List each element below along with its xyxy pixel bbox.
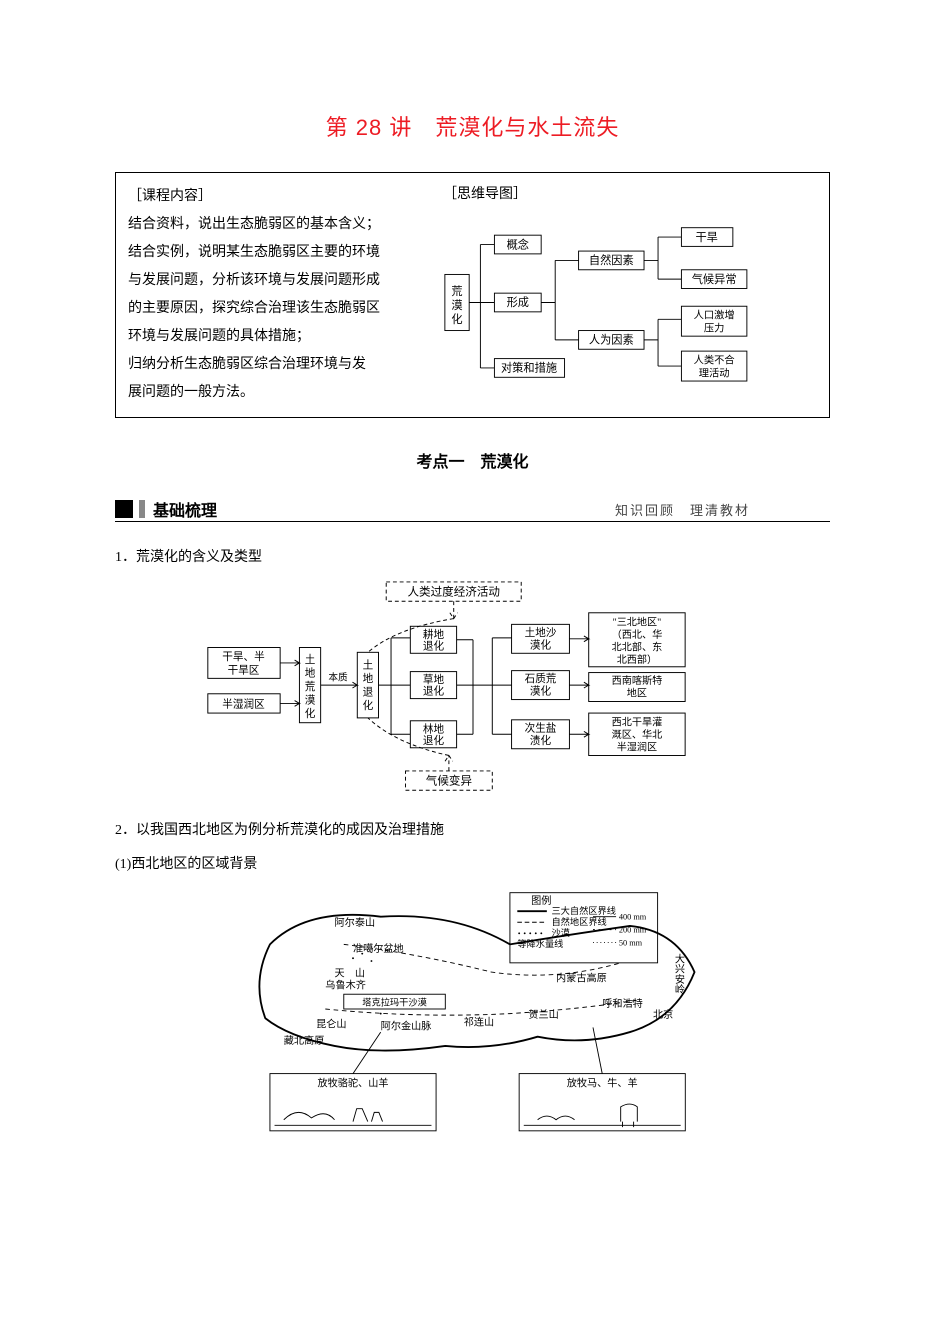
svg-text:自然地区界线: 自然地区界线 — [551, 916, 606, 927]
svg-text:人口激增: 人口激增 — [694, 308, 735, 321]
svg-text:祁连山: 祁连山 — [463, 1016, 493, 1029]
svg-text:概念: 概念 — [507, 237, 529, 251]
svg-text:地: 地 — [362, 672, 373, 685]
base-header: 基础梳理 知识回顾 理清教材 — [115, 497, 830, 522]
svg-text:呼和浩特: 呼和浩特 — [602, 998, 643, 1010]
svg-text:内蒙古高原: 内蒙古高原 — [556, 971, 607, 984]
svg-text:"三北地区": "三北地区" — [612, 615, 661, 628]
svg-text:阿尔金山脉: 阿尔金山脉 — [380, 1019, 431, 1032]
heading-2a: (1)西北地区的区域背景 — [115, 851, 830, 879]
svg-text:自然因素: 自然因素 — [589, 253, 634, 267]
base-sub: 知识回顾 理清教材 — [615, 500, 830, 519]
svg-text:人为因素: 人为因素 — [589, 334, 634, 347]
svg-text:本质: 本质 — [328, 671, 348, 683]
svg-text:压力: 压力 — [704, 321, 725, 334]
block-icon — [139, 500, 145, 518]
svg-text:半湿润区: 半湿润区 — [616, 741, 656, 754]
svg-text:林地: 林地 — [422, 722, 444, 735]
svg-text:塔克拉玛干沙漠: 塔克拉玛干沙漠 — [362, 996, 427, 1007]
svg-text:地: 地 — [304, 666, 315, 679]
svg-text:漠: 漠 — [304, 694, 315, 706]
page: 第 28 讲 荒漠化与水土流失 ［课程内容］ 结合资料，说出生态脆弱区的基本含义… — [0, 0, 945, 1213]
svg-text:大兴安岭: 大兴安岭 — [672, 953, 684, 995]
svg-text:（西北、华: （西北、华 — [611, 628, 662, 641]
course-line: 环境与发展问题的具体措施； — [128, 329, 310, 344]
svg-text:化: 化 — [362, 699, 373, 712]
svg-text:乌鲁木齐: 乌鲁木齐 — [325, 979, 366, 992]
svg-text:三大自然区界线: 三大自然区界线 — [551, 905, 616, 916]
base-title: 基础梳理 — [153, 497, 217, 521]
svg-text:化: 化 — [304, 707, 315, 720]
svg-text:西南喀斯特: 西南喀斯特 — [611, 674, 662, 687]
svg-text:阿尔泰山: 阿尔泰山 — [334, 916, 375, 929]
svg-text:耕地: 耕地 — [422, 628, 444, 641]
svg-text:50 mm: 50 mm — [618, 938, 642, 947]
svg-text:天 山: 天 山 — [334, 968, 364, 980]
svg-text:次生盐: 次生盐 — [524, 721, 556, 734]
course-box: ［课程内容］ 结合资料，说出生态脆弱区的基本含义； 结合实例，说明某生态脆弱区主… — [115, 172, 830, 418]
mindmap-diagram: 荒 漠 化 概念 形成 对策和措施 自然因素 人为因素 — [443, 209, 817, 396]
svg-text:干旱区: 干旱区 — [227, 665, 259, 677]
svg-text:漠化: 漠化 — [529, 638, 551, 651]
svg-text:退化: 退化 — [422, 639, 444, 652]
course-label: ［课程内容］ — [128, 183, 428, 211]
svg-text:理活动: 理活动 — [699, 367, 730, 379]
section-title: 考点一 荒漠化 — [115, 448, 830, 472]
svg-text:北京: 北京 — [652, 1008, 672, 1021]
svg-text:退化: 退化 — [422, 685, 444, 698]
svg-text:对策和措施: 对策和措施 — [501, 361, 557, 375]
course-line: 归纳分析生态脆弱区综合治理环境与发 — [128, 357, 366, 372]
map-figure: 图例 三大自然区界线 自然地区界线 沙漠 等降水量线 400 mm 200 mm… — [115, 889, 830, 1143]
svg-text:准噶尔盆地: 准噶尔盆地 — [353, 942, 404, 955]
svg-text:土: 土 — [362, 659, 373, 672]
page-title: 第 28 讲 荒漠化与水土流失 — [115, 110, 830, 142]
svg-text:干旱: 干旱 — [695, 231, 717, 244]
svg-text:草地: 草地 — [422, 673, 444, 686]
svg-text:人类过度经济活动: 人类过度经济活动 — [407, 584, 500, 598]
svg-text:形成: 形成 — [507, 296, 529, 309]
svg-text:图例: 图例 — [531, 894, 551, 907]
svg-text:昆仑山: 昆仑山 — [316, 1018, 346, 1031]
map-svg: 图例 三大自然区界线 自然地区界线 沙漠 等降水量线 400 mm 200 mm… — [233, 889, 713, 1138]
svg-text:北西部）: 北西部） — [616, 653, 656, 666]
svg-text:土: 土 — [304, 653, 315, 666]
svg-text:放牧马、牛、羊: 放牧马、牛、羊 — [566, 1077, 637, 1090]
svg-text:400 mm: 400 mm — [618, 913, 646, 922]
heading-1: 1．荒漠化的含义及类型 — [115, 544, 830, 572]
type-diagram-svg: 人类过度经济活动 气候变异 干旱、半 干旱区 半湿润区 土 地 荒 漠 化 本质 — [203, 580, 743, 792]
mindmap-label: ［思维导图］ — [443, 183, 817, 203]
svg-text:荒: 荒 — [304, 681, 315, 693]
svg-text:人类不合: 人类不合 — [694, 353, 735, 366]
course-line: 与发展问题，分析该环境与发展问题形成 — [128, 273, 380, 288]
course-line: 展问题的一般方法。 — [128, 385, 254, 400]
svg-text:干旱、半: 干旱、半 — [222, 650, 265, 663]
svg-text:半湿润区: 半湿润区 — [222, 697, 265, 710]
svg-text:溉区、华北: 溉区、华北 — [611, 728, 662, 741]
svg-text:漠化: 漠化 — [529, 685, 551, 698]
svg-text:化: 化 — [451, 312, 462, 326]
svg-text:气候变异: 气候变异 — [425, 773, 471, 787]
svg-text:退: 退 — [362, 687, 373, 699]
svg-text:放牧骆驼、山羊: 放牧骆驼、山羊 — [317, 1077, 388, 1090]
svg-text:藏北高原: 藏北高原 — [283, 1034, 324, 1047]
course-line: 结合资料，说出生态脆弱区的基本含义； — [128, 217, 380, 232]
svg-text:退化: 退化 — [422, 734, 444, 747]
svg-text:北北部、东: 北北部、东 — [611, 640, 662, 653]
svg-text:地区: 地区 — [626, 687, 646, 700]
course-content: ［课程内容］ 结合资料，说出生态脆弱区的基本含义； 结合实例，说明某生态脆弱区主… — [128, 183, 443, 407]
svg-text:气候异常: 气候异常 — [692, 272, 737, 286]
svg-text:西北干旱灌: 西北干旱灌 — [611, 717, 662, 729]
svg-text:漠: 漠 — [451, 299, 462, 312]
svg-text:荒: 荒 — [451, 285, 462, 298]
svg-text:渍化: 渍化 — [529, 734, 551, 747]
course-line: 结合实例，说明某生态脆弱区主要的环境 — [128, 245, 380, 260]
course-line: 的主要原因，探究综合治理该生态脆弱区 — [128, 301, 380, 316]
svg-text:土地沙: 土地沙 — [524, 626, 556, 639]
heading-2: 2．以我国西北地区为例分析荒漠化的成因及治理措施 — [115, 817, 830, 845]
mindmap-col: ［思维导图］ 荒 漠 化 概念 形成 对策和措施 自然因素 — [443, 183, 817, 407]
svg-text:贺兰山: 贺兰山 — [528, 1008, 558, 1021]
type-diagram: 人类过度经济活动 气候变异 干旱、半 干旱区 半湿润区 土 地 荒 漠 化 本质 — [115, 580, 830, 797]
svg-text:石质荒: 石质荒 — [524, 673, 556, 685]
block-icon — [115, 500, 133, 518]
